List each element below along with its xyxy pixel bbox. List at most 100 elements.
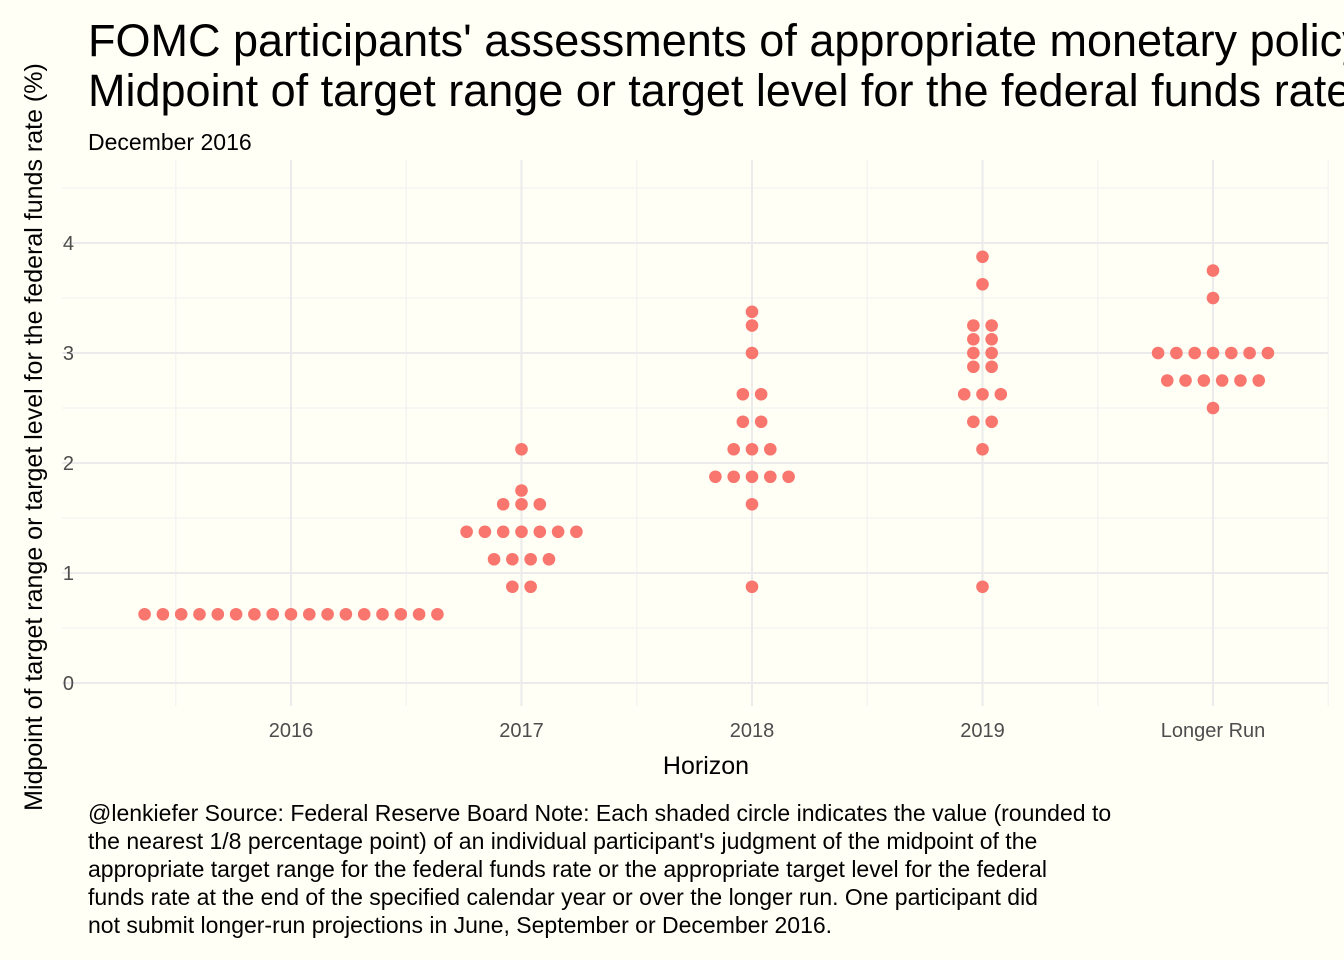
data-point xyxy=(1206,291,1220,305)
data-point xyxy=(985,346,998,360)
data-point xyxy=(967,319,980,332)
data-point xyxy=(496,497,510,511)
data-point xyxy=(976,580,989,594)
data-point xyxy=(193,607,206,621)
data-point xyxy=(284,607,298,621)
data-point xyxy=(754,415,768,429)
data-point xyxy=(515,484,528,497)
data-point xyxy=(1243,346,1256,360)
caption-line-4: funds rate at the end of the specified c… xyxy=(88,884,1038,910)
y-tick-label: 4 xyxy=(63,233,74,255)
data-point xyxy=(709,470,722,484)
data-point xyxy=(745,470,759,484)
data-point xyxy=(727,470,740,484)
data-point xyxy=(533,525,547,539)
data-point xyxy=(460,525,473,539)
data-point xyxy=(994,387,1008,401)
data-point xyxy=(754,387,768,401)
data-point xyxy=(496,525,510,539)
data-point xyxy=(1197,374,1211,387)
data-point xyxy=(976,387,989,401)
x-tick-labels: 2016 2017 2018 2019 Longer Run xyxy=(269,720,1266,742)
data-point xyxy=(551,525,565,539)
data-point xyxy=(985,332,998,346)
data-point xyxy=(1206,401,1220,415)
x-axis-title: Horizon xyxy=(663,752,749,780)
data-point xyxy=(357,607,371,621)
data-point xyxy=(985,319,998,332)
data-point xyxy=(764,470,777,484)
data-point xyxy=(745,442,759,456)
y-tick-label: 1 xyxy=(63,563,74,585)
data-point xyxy=(967,332,980,346)
y-tick-label: 0 xyxy=(63,673,74,695)
data-point xyxy=(487,552,501,566)
data-point xyxy=(967,346,980,360)
data-point xyxy=(1170,346,1183,360)
data-point xyxy=(376,607,389,621)
data-point xyxy=(211,607,225,621)
data-point xyxy=(229,607,243,621)
data-point xyxy=(266,607,280,621)
data-point xyxy=(745,580,759,594)
data-point xyxy=(156,607,170,621)
data-point xyxy=(533,497,547,511)
data-point xyxy=(412,607,426,621)
data-point xyxy=(303,607,316,621)
caption-line-1: @lenkiefer Source: Federal Reserve Board… xyxy=(88,800,1111,826)
data-point xyxy=(736,387,750,401)
data-point xyxy=(967,360,980,374)
x-tick-label: 2018 xyxy=(730,720,775,742)
y-tick-label: 2 xyxy=(63,453,74,475)
y-tick-labels: 0 1 2 3 4 xyxy=(63,233,74,695)
data-point xyxy=(515,497,528,511)
data-point xyxy=(985,415,998,429)
data-point xyxy=(745,497,759,511)
data-point xyxy=(976,277,989,291)
data-point xyxy=(506,552,519,566)
x-tick-label: Longer Run xyxy=(1161,720,1266,742)
data-point xyxy=(1225,346,1238,360)
data-point xyxy=(1206,264,1220,277)
data-point xyxy=(782,470,795,484)
data-point xyxy=(745,305,759,319)
data-point xyxy=(570,525,583,539)
grid-layer xyxy=(62,160,1329,706)
data-point xyxy=(1151,346,1165,360)
data-point xyxy=(745,319,759,332)
x-tick-label: 2016 xyxy=(269,720,314,742)
data-point xyxy=(321,607,334,621)
data-point xyxy=(394,607,408,621)
data-point xyxy=(967,415,980,429)
data-point xyxy=(248,607,261,621)
data-point xyxy=(1206,346,1220,360)
data-point xyxy=(431,607,444,621)
data-point xyxy=(1261,346,1275,360)
data-point xyxy=(976,442,989,456)
data-point xyxy=(542,552,556,566)
data-point xyxy=(764,442,777,456)
x-tick-label: 2019 xyxy=(960,720,1005,742)
data-point xyxy=(957,387,971,401)
chart-title-line-1: FOMC participants' assessments of approp… xyxy=(88,15,1344,66)
chart-title-line-2: Midpoint of target range or target level… xyxy=(88,65,1344,116)
data-point xyxy=(1252,374,1266,387)
data-point xyxy=(506,580,519,594)
data-point xyxy=(339,607,353,621)
data-point xyxy=(138,607,151,621)
y-axis-title: Midpoint of target range or target level… xyxy=(20,63,48,811)
data-point xyxy=(1188,346,1201,360)
data-point xyxy=(745,346,759,360)
data-point xyxy=(727,442,740,456)
data-point xyxy=(1179,374,1192,387)
x-tick-label: 2017 xyxy=(499,720,544,742)
chart-subtitle: December 2016 xyxy=(88,129,252,155)
points-layer xyxy=(138,250,1275,621)
caption-line-3: appropriate target range for the federal… xyxy=(88,856,1047,882)
data-point xyxy=(976,250,989,264)
caption-line-5: not submit longer-run projections in Jun… xyxy=(88,912,832,938)
data-point xyxy=(515,442,528,456)
data-point xyxy=(1215,374,1229,387)
caption-line-2: the nearest 1/8 percentage point) of an … xyxy=(88,828,1037,854)
